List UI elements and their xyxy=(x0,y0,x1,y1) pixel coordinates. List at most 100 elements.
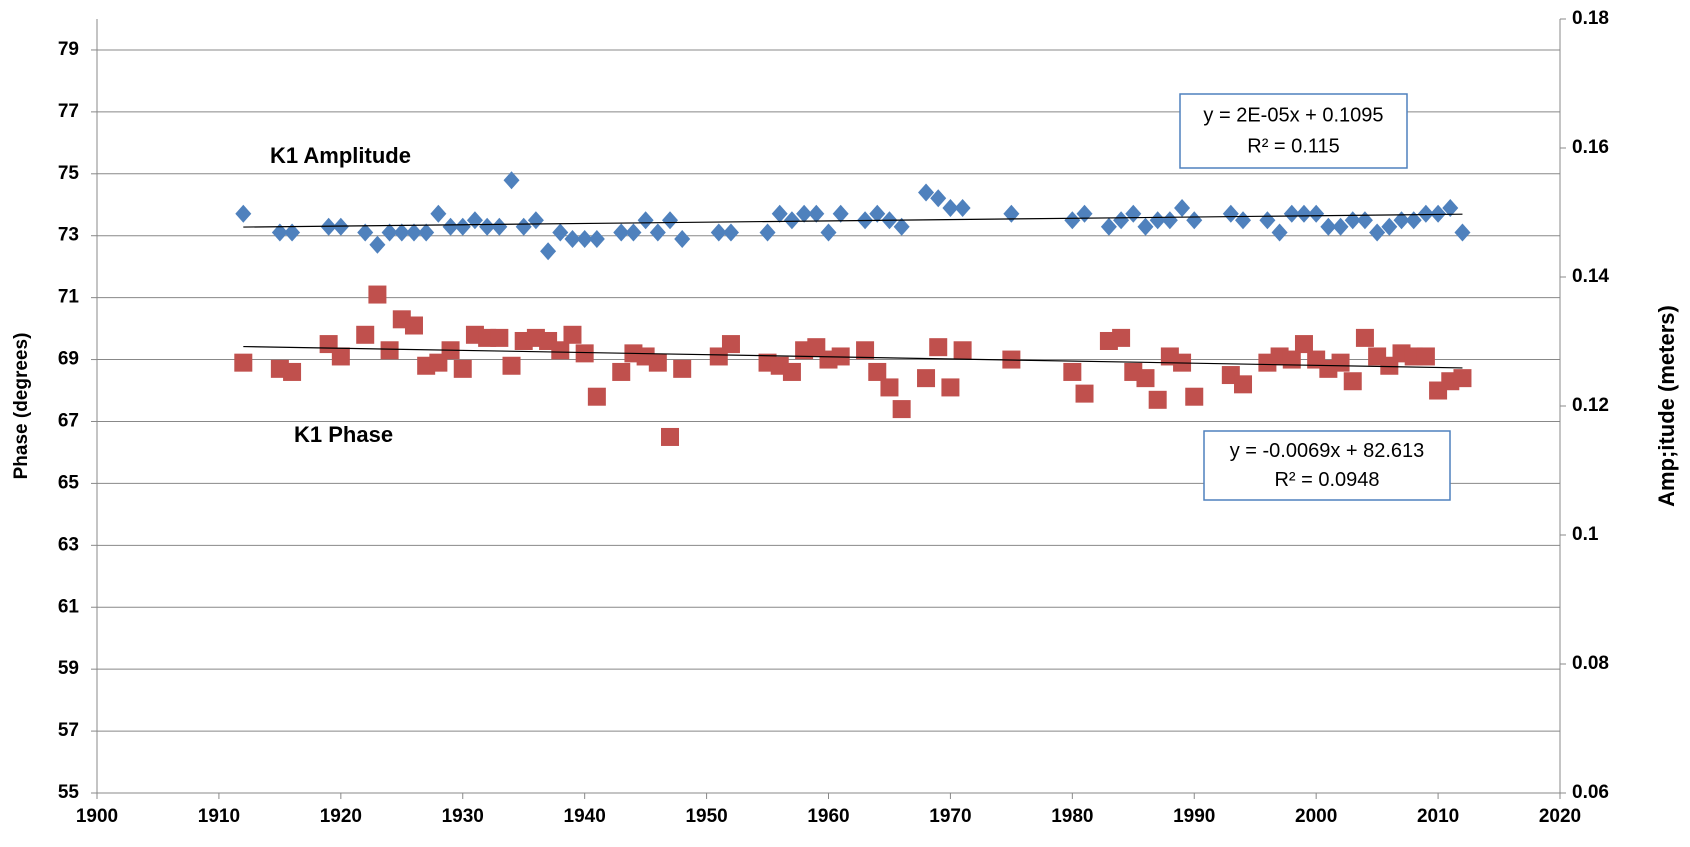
y2-tick-label: 0.16 xyxy=(1572,137,1609,158)
y-axis-label: Phase (degrees) xyxy=(11,333,32,480)
point xyxy=(1332,217,1349,236)
point xyxy=(1308,204,1325,223)
point xyxy=(808,204,825,223)
y2-tick-label: 0.06 xyxy=(1572,782,1609,803)
point xyxy=(637,211,654,230)
point xyxy=(1331,353,1350,372)
point xyxy=(1430,204,1447,223)
point xyxy=(1100,217,1117,236)
point xyxy=(1453,369,1472,388)
point xyxy=(759,223,776,242)
x-tick-label: 2000 xyxy=(1295,806,1337,827)
point xyxy=(331,347,350,366)
point xyxy=(1186,211,1203,230)
y2-tick-label: 0.14 xyxy=(1572,266,1609,287)
point xyxy=(1369,223,1386,242)
point xyxy=(953,341,972,360)
point xyxy=(930,189,947,208)
y-tick-label: 65 xyxy=(58,472,80,493)
point xyxy=(661,427,680,446)
point xyxy=(771,204,788,223)
point xyxy=(868,362,887,381)
y-tick-label: 57 xyxy=(58,720,79,741)
trend-r2: R² = 0.0948 xyxy=(1274,469,1379,491)
point xyxy=(283,362,302,381)
point xyxy=(1063,362,1082,381)
point xyxy=(721,335,740,354)
x-tick-label: 1920 xyxy=(320,806,362,827)
y2-tick-label: 0.1 xyxy=(1572,524,1599,545)
point xyxy=(418,223,435,242)
point xyxy=(1381,217,1398,236)
point xyxy=(271,223,288,242)
point xyxy=(491,217,508,236)
point xyxy=(1113,211,1130,230)
y-tick-label: 77 xyxy=(58,101,79,122)
point xyxy=(1295,204,1312,223)
equation-box xyxy=(1203,430,1451,501)
point xyxy=(674,229,691,248)
point xyxy=(1234,375,1253,394)
y-tick-label: 67 xyxy=(58,410,79,431)
point xyxy=(454,217,471,236)
point xyxy=(540,242,557,261)
point xyxy=(1222,204,1239,223)
point xyxy=(1416,347,1435,366)
point xyxy=(1003,204,1020,223)
x-tick-label: 1970 xyxy=(929,806,971,827)
y-tick-label: 55 xyxy=(58,782,80,803)
point xyxy=(820,223,837,242)
x-tick-label: 1990 xyxy=(1173,806,1215,827)
point xyxy=(710,223,727,242)
y2-tick-label: 0.18 xyxy=(1572,8,1609,29)
y-tick-label: 63 xyxy=(58,534,79,555)
point xyxy=(332,217,349,236)
y-tick-label: 79 xyxy=(58,39,79,60)
point xyxy=(918,183,935,202)
point xyxy=(1148,390,1167,409)
point xyxy=(369,235,386,254)
point xyxy=(1161,211,1178,230)
point xyxy=(796,204,813,223)
equation-box xyxy=(1179,93,1408,169)
point xyxy=(587,387,606,406)
point xyxy=(929,338,948,357)
point xyxy=(869,204,886,223)
point xyxy=(1136,369,1155,388)
x-tick-label: 1950 xyxy=(685,806,727,827)
point xyxy=(917,369,936,388)
x-tick-label: 1910 xyxy=(198,806,240,827)
point xyxy=(588,229,605,248)
point xyxy=(1442,198,1459,217)
x-tick-label: 1960 xyxy=(807,806,849,827)
y2-tick-label: 0.12 xyxy=(1572,395,1609,416)
x-tick-label: 1930 xyxy=(442,806,484,827)
x-tick-label: 2020 xyxy=(1539,806,1581,827)
point xyxy=(954,198,971,217)
point xyxy=(1355,328,1374,347)
point xyxy=(613,223,630,242)
point xyxy=(1417,204,1434,223)
y-tick-label: 69 xyxy=(58,349,79,370)
x-tick-label: 2010 xyxy=(1417,806,1459,827)
point xyxy=(1393,211,1410,230)
point xyxy=(942,198,959,217)
point xyxy=(393,223,410,242)
point xyxy=(564,229,581,248)
point xyxy=(1137,217,1154,236)
point xyxy=(1064,211,1081,230)
point xyxy=(442,217,459,236)
point xyxy=(1294,335,1313,354)
point xyxy=(1454,223,1471,242)
y-tick-label: 61 xyxy=(58,596,80,617)
y-tick-label: 71 xyxy=(58,287,80,308)
point xyxy=(527,211,544,230)
point xyxy=(1356,211,1373,230)
x-tick-label: 1900 xyxy=(76,806,118,827)
point xyxy=(1112,328,1131,347)
point xyxy=(490,328,509,347)
point xyxy=(284,223,301,242)
point xyxy=(1343,372,1362,391)
trend-equation: y = -0.0069x + 82.613 xyxy=(1230,440,1425,462)
